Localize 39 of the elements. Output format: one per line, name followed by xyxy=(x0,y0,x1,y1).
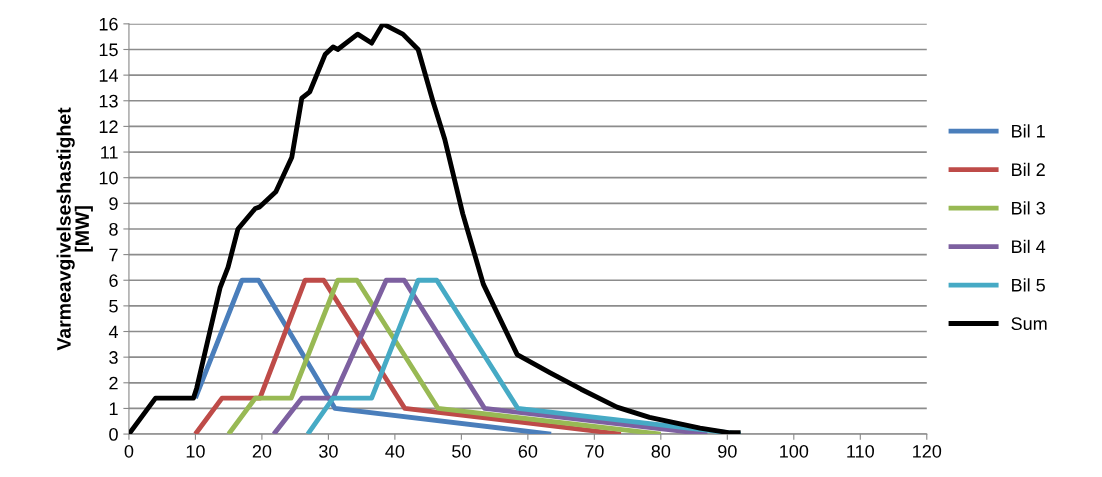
y-tick-label: 2 xyxy=(109,376,118,390)
y-tick-label: 14 xyxy=(99,69,118,82)
line-series xyxy=(226,277,664,435)
y-tick-label: 8 xyxy=(109,222,118,236)
x-tick-label: 60 xyxy=(518,444,538,458)
y-tick-label: 5 xyxy=(109,300,118,313)
x-tick-label: 100 xyxy=(780,444,809,458)
x-tick-label: 70 xyxy=(585,444,604,458)
legend-label: Bil 3 xyxy=(1012,201,1045,215)
y-axis-title: Varmeavgivelseshastighet [MW] xyxy=(56,107,93,351)
y-tick-label: 7 xyxy=(109,248,118,262)
legend-label: Bil 1 xyxy=(1012,124,1045,138)
y-tick-label: 9 xyxy=(109,197,118,211)
x-tick-label: 80 xyxy=(651,444,671,458)
x-tick-label: 10 xyxy=(186,444,205,458)
x-tick-label: 90 xyxy=(718,444,737,458)
legend-label: Sum xyxy=(1011,317,1047,331)
x-tick-label: 20 xyxy=(252,444,272,458)
x-tick-label: 120 xyxy=(913,444,942,458)
y-tick-label: 10 xyxy=(99,171,118,185)
y-tick-label: 16 xyxy=(99,17,118,31)
y-tick-label: 1 xyxy=(109,402,118,415)
y-tick-label: 11 xyxy=(101,146,118,159)
y-tick-label: 0 xyxy=(109,428,118,441)
legend-label: Bil 2 xyxy=(1012,162,1045,176)
x-tick-label: 40 xyxy=(385,444,405,458)
y-tick-label: 3 xyxy=(109,351,118,364)
x-tick-label: 50 xyxy=(452,444,471,458)
y-tick-label: 4 xyxy=(108,325,118,339)
line-series xyxy=(192,277,624,435)
x-tick-label: 0 xyxy=(124,444,134,458)
y-tick-label: 6 xyxy=(109,274,118,287)
legend-label: Bil 4 xyxy=(1012,239,1046,253)
y-tick-label: 13 xyxy=(99,94,118,108)
y-tick-label: 12 xyxy=(99,120,118,133)
x-tick-label: 30 xyxy=(319,444,338,458)
x-tick-label: 110 xyxy=(847,444,874,458)
legend-label: Bil 5 xyxy=(1012,278,1045,292)
y-tick-label: 15 xyxy=(99,43,118,57)
